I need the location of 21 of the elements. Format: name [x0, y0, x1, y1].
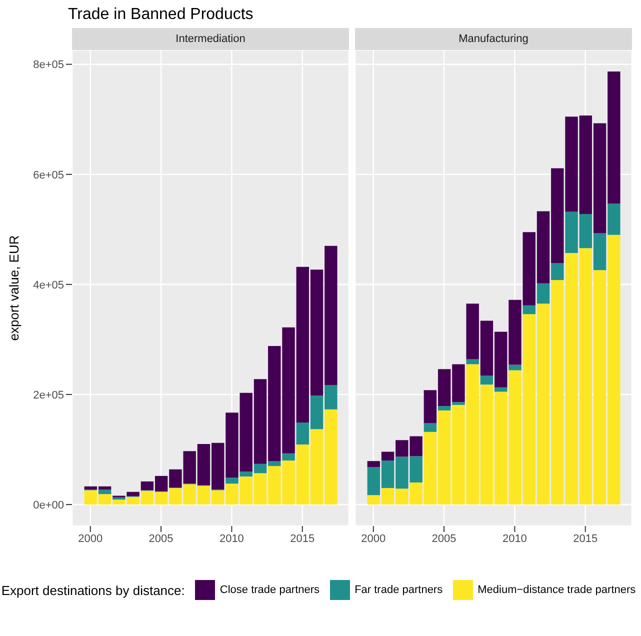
x-tick-label: 2005 [432, 532, 456, 545]
x-tick-label: 2000 [361, 532, 386, 545]
x-tick-label: 2010 [502, 532, 527, 545]
y-tick-label: 0e+00 [33, 499, 64, 512]
chart-title: Trade in Banned Products [68, 5, 254, 25]
x-tick-label: 2015 [573, 532, 598, 545]
legend-title: Export destinations by distance: [1, 582, 185, 598]
x-tick-label: 2005 [148, 532, 174, 545]
x-tick-label: 2015 [290, 532, 315, 545]
chart-subtitle: Intermediation [72, 28, 349, 50]
y-tick-label: 6e+05 [33, 169, 64, 182]
legend-label: Close trade partners [220, 584, 320, 596]
y-tick-label: 4e+05 [33, 279, 64, 292]
legend-label: Far trade partners [354, 584, 443, 596]
x-tick-label: 2010 [219, 532, 244, 545]
x-tick-label: 2000 [78, 532, 103, 545]
y-axis-title: export value, EUR [6, 235, 22, 341]
chart-subtitle: Manufacturing [355, 28, 632, 50]
y-tick-label: 2e+05 [33, 389, 64, 402]
y-tick-label: 8e+05 [33, 59, 64, 72]
legend-label: Medium−distance trade partners [478, 584, 636, 596]
